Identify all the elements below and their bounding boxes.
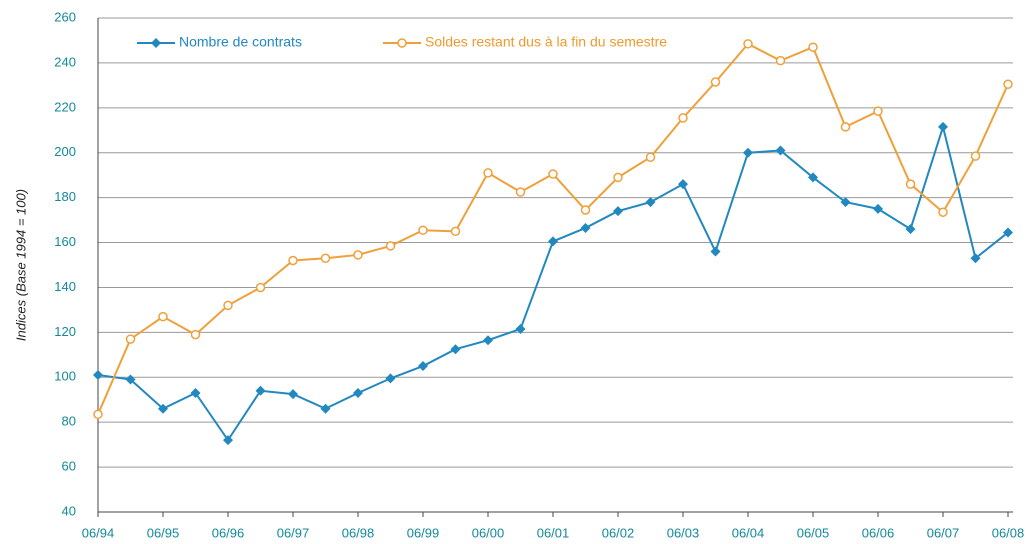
- legend-label: Nombre de contrats: [179, 34, 302, 50]
- point: [613, 172, 623, 183]
- point: [125, 334, 136, 344]
- y-tick-label: 160: [54, 234, 76, 249]
- x-tick-label: 06/97: [277, 525, 310, 540]
- point: [775, 145, 786, 156]
- x-tick-label: 06/99: [407, 525, 440, 540]
- point: [255, 385, 266, 396]
- point: [808, 172, 818, 183]
- point: [905, 179, 916, 189]
- point: [353, 250, 363, 260]
- point: [418, 225, 428, 235]
- point: [840, 197, 851, 208]
- legend: Nombre de contrats Soldes restant dus à l…: [137, 34, 667, 50]
- point: [418, 361, 428, 372]
- point: [873, 203, 883, 214]
- point: [905, 224, 916, 235]
- point: [255, 282, 266, 293]
- point: [450, 344, 461, 355]
- x-tick-label: 06/95: [147, 525, 180, 540]
- point: [580, 205, 591, 215]
- point: [515, 323, 526, 334]
- point: [808, 42, 818, 52]
- grid: 40 60 80 100 120 140 160 180 200 220 240 260 06/94 06…: [54, 9, 1024, 540]
- point: [320, 403, 331, 414]
- point: [743, 39, 753, 49]
- x-tick-label: 06/08: [992, 525, 1025, 540]
- point: [548, 169, 558, 179]
- point: [1003, 79, 1013, 89]
- point: [548, 236, 558, 247]
- x-tick-label: 06/96: [212, 525, 245, 540]
- point: [288, 389, 298, 400]
- y-axis-label: Indices (Base 1994 = 100): [13, 189, 28, 341]
- point: [385, 241, 396, 251]
- y-tick-label: 60: [62, 459, 76, 474]
- point: [613, 206, 623, 217]
- x-tick-label: 06/98: [342, 525, 375, 540]
- point: [775, 55, 786, 66]
- y-tick-label: 100: [54, 369, 76, 384]
- lines: [93, 39, 1013, 446]
- point: [970, 151, 981, 161]
- y-tick-label: 40: [62, 503, 76, 518]
- y-tick-label: 240: [54, 54, 76, 69]
- x-tick-label: 06/03: [667, 525, 700, 540]
- x-tick-label: 06/01: [537, 525, 570, 540]
- y-tick-label: 120: [54, 324, 76, 339]
- point: [710, 77, 721, 87]
- legend-marker: [151, 38, 161, 48]
- y-tick-label: 220: [54, 99, 76, 114]
- x-tick-label: 06/02: [602, 525, 635, 540]
- x-tick-label: 06/06: [862, 525, 895, 540]
- point: [840, 122, 851, 132]
- point: [645, 197, 656, 208]
- point: [873, 106, 883, 116]
- y-tick-label: 260: [54, 9, 76, 24]
- point: [158, 403, 168, 414]
- point: [190, 329, 201, 340]
- point: [483, 168, 493, 178]
- y-tick-label: 200: [54, 144, 76, 159]
- x-tick-label: 06/07: [927, 525, 960, 540]
- point: [385, 373, 396, 384]
- point: [645, 152, 656, 162]
- point: [743, 147, 753, 158]
- point: [580, 222, 591, 233]
- point: [450, 226, 461, 237]
- point: [288, 255, 298, 266]
- series-line: [97, 42, 1009, 415]
- point: [678, 179, 688, 190]
- point: [223, 435, 233, 446]
- point: [93, 370, 103, 381]
- y-tick-label: 80: [62, 414, 76, 429]
- point: [938, 207, 948, 217]
- point: [158, 311, 168, 322]
- x-tick-label: 06/04: [732, 525, 765, 540]
- legend-label: Soldes restant dus à la fin du semestre: [425, 34, 667, 50]
- y-tick-label: 180: [54, 189, 76, 204]
- point: [938, 121, 948, 132]
- point: [970, 253, 981, 264]
- x-tick-label: 06/05: [797, 525, 830, 540]
- x-tick-label: 06/94: [82, 525, 115, 540]
- point: [678, 113, 688, 123]
- point: [125, 374, 136, 385]
- legend-marker: [397, 38, 407, 48]
- point: [483, 335, 493, 346]
- point: [515, 187, 526, 197]
- point: [320, 253, 331, 264]
- point: [353, 387, 363, 398]
- y-tick-label: 140: [54, 279, 76, 294]
- point: [1003, 227, 1013, 238]
- point: [190, 387, 201, 398]
- point: [223, 300, 233, 311]
- point: [710, 246, 721, 257]
- point: [93, 409, 103, 420]
- x-tick-label: 06/00: [472, 525, 505, 540]
